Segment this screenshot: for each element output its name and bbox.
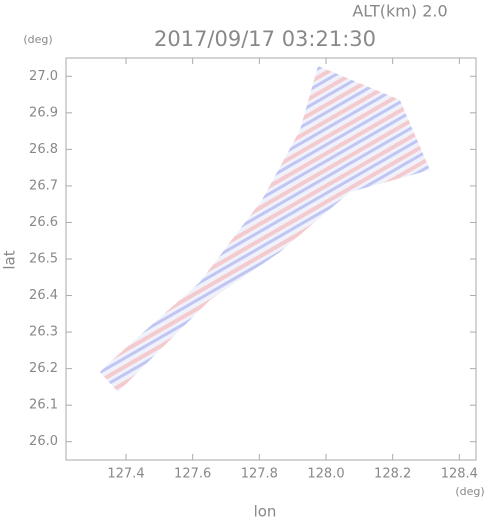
x-unit: (deg) (455, 485, 484, 498)
y-tick-label: 26.4 (29, 288, 58, 303)
y-tick-label: 26.2 (29, 361, 58, 376)
x-tick-label: 128.2 (374, 467, 411, 482)
chart-title: 2017/09/17 03:21:30 (154, 27, 376, 51)
x-tick-label: 127.4 (107, 467, 144, 482)
y-tick-label: 26.7 (29, 178, 58, 193)
plot-frame (65, 57, 477, 461)
y-tick-label: 26.5 (29, 252, 58, 267)
x-tick-label: 127.6 (174, 467, 211, 482)
y-tick-label: 26.1 (29, 398, 58, 413)
subtitle: ALT(km) 2.0 (352, 2, 447, 21)
x-tick-label: 128.0 (307, 467, 344, 482)
y-tick-label: 26.9 (29, 105, 58, 120)
x-axis-label: lon (254, 503, 277, 521)
y-tick-label: 26.6 (29, 215, 58, 230)
y-unit: (deg) (23, 33, 52, 46)
x-tick-label: 127.8 (241, 467, 278, 482)
y-tick-label: 26.3 (29, 325, 58, 340)
y-tick-label: 27.0 (29, 69, 58, 84)
y-tick-label: 26.8 (29, 142, 58, 157)
radar-field (100, 66, 430, 392)
y-tick-label: 26.0 (29, 434, 58, 449)
y-axis-label: lat (1, 250, 19, 269)
x-tick-label: 128.4 (441, 467, 478, 482)
